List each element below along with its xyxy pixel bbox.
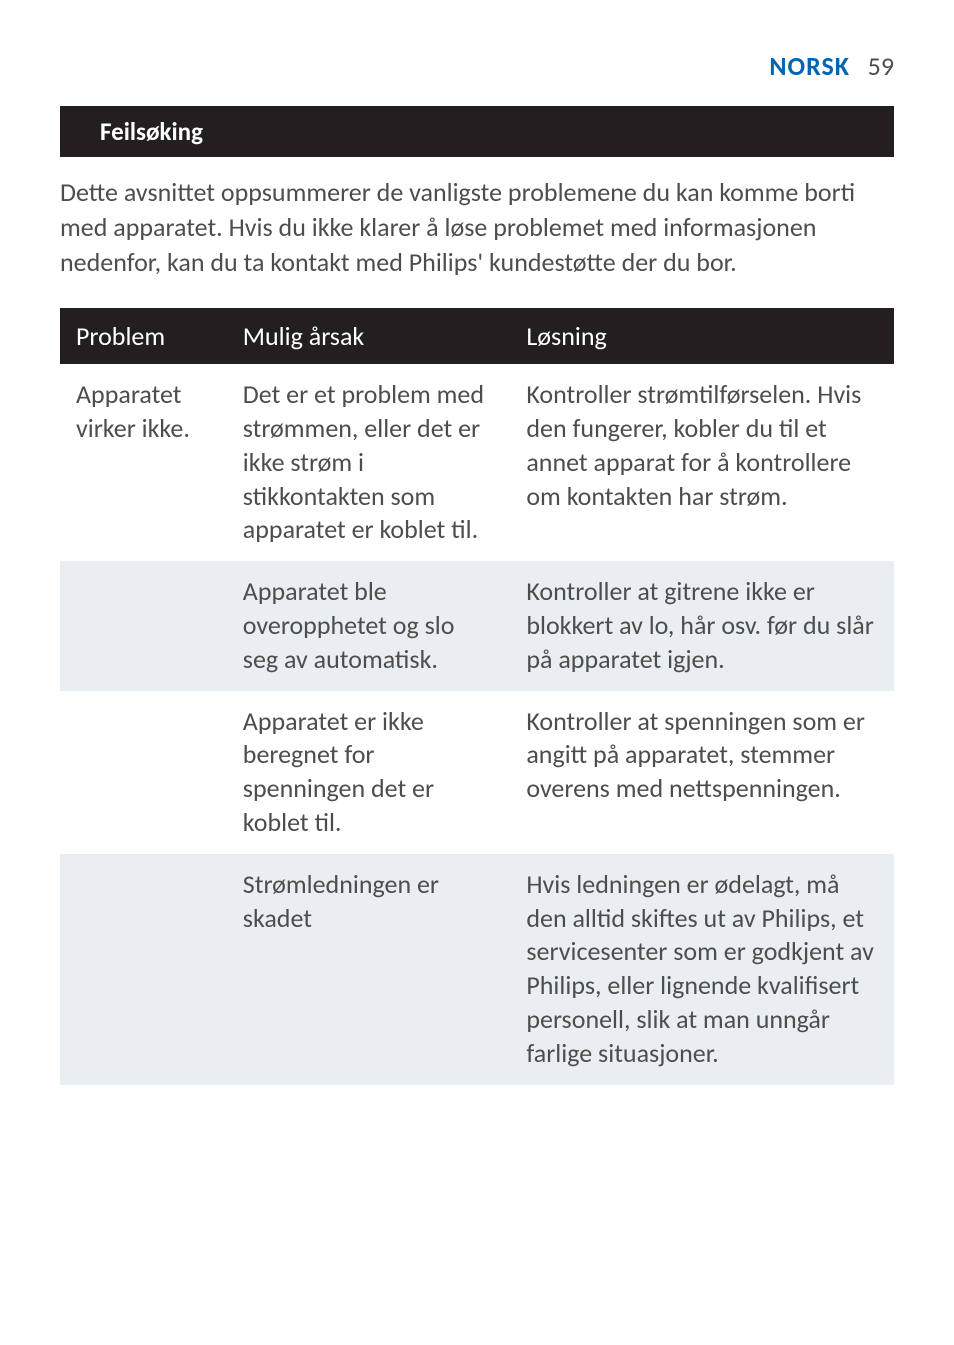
cell-problem: Apparatet virker ikke. — [60, 364, 227, 561]
cell-cause: Apparatet er ikke beregnet for spenninge… — [227, 691, 511, 854]
cell-cause: Det er et problem med strømmen, eller de… — [227, 364, 511, 561]
section-title-bar: Feilsøking — [60, 106, 894, 157]
col-header-cause: Mulig årsak — [227, 308, 511, 364]
page-container: NORSK 59 Feilsøking Dette avsnittet opps… — [0, 0, 954, 1145]
cell-solution: Kontroller strømtilførselen. Hvis den fu… — [510, 364, 894, 561]
col-header-problem: Problem — [60, 308, 227, 364]
cell-problem — [60, 691, 227, 854]
cell-problem — [60, 561, 227, 690]
cell-problem — [60, 854, 227, 1085]
language-label: NORSK — [769, 50, 850, 82]
cell-solution: Hvis ledningen er ødelagt, må den alltid… — [510, 854, 894, 1085]
table-row: Strømledningen er skadet Hvis ledningen … — [60, 854, 894, 1085]
cell-cause: Apparatet ble overopphetet og slo seg av… — [227, 561, 511, 690]
cell-solution: Kontroller at spenningen som er angitt p… — [510, 691, 894, 854]
section-intro-text: Dette avsnittet oppsummerer de vanligste… — [60, 175, 894, 280]
col-header-solution: Løsning — [510, 308, 894, 364]
table-row: Apparatet virker ikke. Det er et problem… — [60, 364, 894, 561]
page-number: 59 — [868, 50, 894, 82]
troubleshoot-table: Problem Mulig årsak Løsning Apparatet vi… — [60, 308, 894, 1084]
cell-cause: Strømledningen er skadet — [227, 854, 511, 1085]
table-row: Apparatet ble overopphetet og slo seg av… — [60, 561, 894, 690]
table-row: Apparatet er ikke beregnet for spenninge… — [60, 691, 894, 854]
cell-solution: Kontroller at gitrene ikke er blokkert a… — [510, 561, 894, 690]
page-header: NORSK 59 — [60, 50, 894, 82]
table-header-row: Problem Mulig årsak Løsning — [60, 308, 894, 364]
